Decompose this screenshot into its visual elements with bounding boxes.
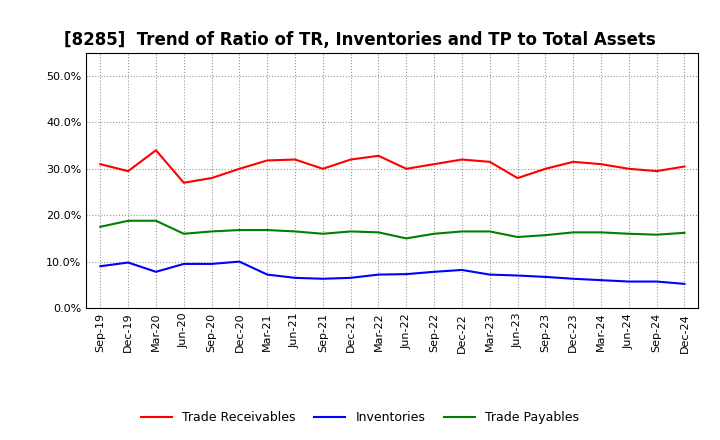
Trade Receivables (430, 161, 438, 167)
Inventories (569, 276, 577, 282)
Trade Receivables (235, 166, 243, 172)
Trade Receivables (96, 161, 104, 167)
Trade Receivables (179, 180, 188, 185)
Inventories (235, 259, 243, 264)
Trade Receivables (318, 166, 327, 172)
Inventories (207, 261, 216, 267)
Trade Receivables (680, 164, 689, 169)
Inventories (430, 269, 438, 275)
Trade Payables (346, 229, 355, 234)
Inventories (597, 278, 606, 283)
Trade Receivables (346, 157, 355, 162)
Inventories (263, 272, 271, 277)
Trade Payables (485, 229, 494, 234)
Trade Payables (374, 230, 383, 235)
Trade Payables (318, 231, 327, 236)
Inventories (485, 272, 494, 277)
Trade Payables (263, 227, 271, 233)
Trade Payables (541, 232, 550, 238)
Trade Receivables (569, 159, 577, 165)
Trade Receivables (513, 176, 522, 181)
Inventories (680, 281, 689, 286)
Trade Payables (513, 235, 522, 240)
Trade Receivables (485, 159, 494, 165)
Inventories (652, 279, 661, 284)
Inventories (624, 279, 633, 284)
Inventories (346, 275, 355, 280)
Trade Payables (152, 218, 161, 224)
Line: Trade Receivables: Trade Receivables (100, 150, 685, 183)
Trade Payables (207, 229, 216, 234)
Inventories (96, 264, 104, 269)
Trade Payables (652, 232, 661, 237)
Trade Payables (680, 230, 689, 235)
Inventories (291, 275, 300, 280)
Inventories (152, 269, 161, 275)
Trade Payables (597, 230, 606, 235)
Inventories (513, 273, 522, 278)
Trade Payables (458, 229, 467, 234)
Trade Receivables (458, 157, 467, 162)
Trade Receivables (124, 169, 132, 174)
Trade Receivables (152, 147, 161, 153)
Trade Receivables (263, 158, 271, 163)
Inventories (374, 272, 383, 277)
Trade Receivables (652, 169, 661, 174)
Inventories (541, 274, 550, 279)
Trade Receivables (291, 157, 300, 162)
Trade Payables (569, 230, 577, 235)
Inventories (318, 276, 327, 282)
Inventories (124, 260, 132, 265)
Line: Inventories: Inventories (100, 262, 685, 284)
Trade Receivables (624, 166, 633, 172)
Trade Receivables (207, 176, 216, 181)
Trade Receivables (402, 166, 410, 172)
Trade Payables (235, 227, 243, 233)
Inventories (402, 271, 410, 277)
Trade Payables (179, 231, 188, 236)
Trade Payables (624, 231, 633, 236)
Inventories (179, 261, 188, 267)
Trade Receivables (597, 161, 606, 167)
Trade Receivables (374, 153, 383, 158)
Inventories (458, 268, 467, 273)
Trade Payables (430, 231, 438, 236)
Trade Payables (402, 236, 410, 241)
Trade Payables (96, 224, 104, 229)
Trade Receivables (541, 166, 550, 172)
Line: Trade Payables: Trade Payables (100, 221, 685, 238)
Legend: Trade Receivables, Inventories, Trade Payables: Trade Receivables, Inventories, Trade Pa… (135, 407, 585, 429)
Trade Payables (291, 229, 300, 234)
Trade Payables (124, 218, 132, 224)
Text: [8285]  Trend of Ratio of TR, Inventories and TP to Total Assets: [8285] Trend of Ratio of TR, Inventories… (64, 31, 656, 49)
